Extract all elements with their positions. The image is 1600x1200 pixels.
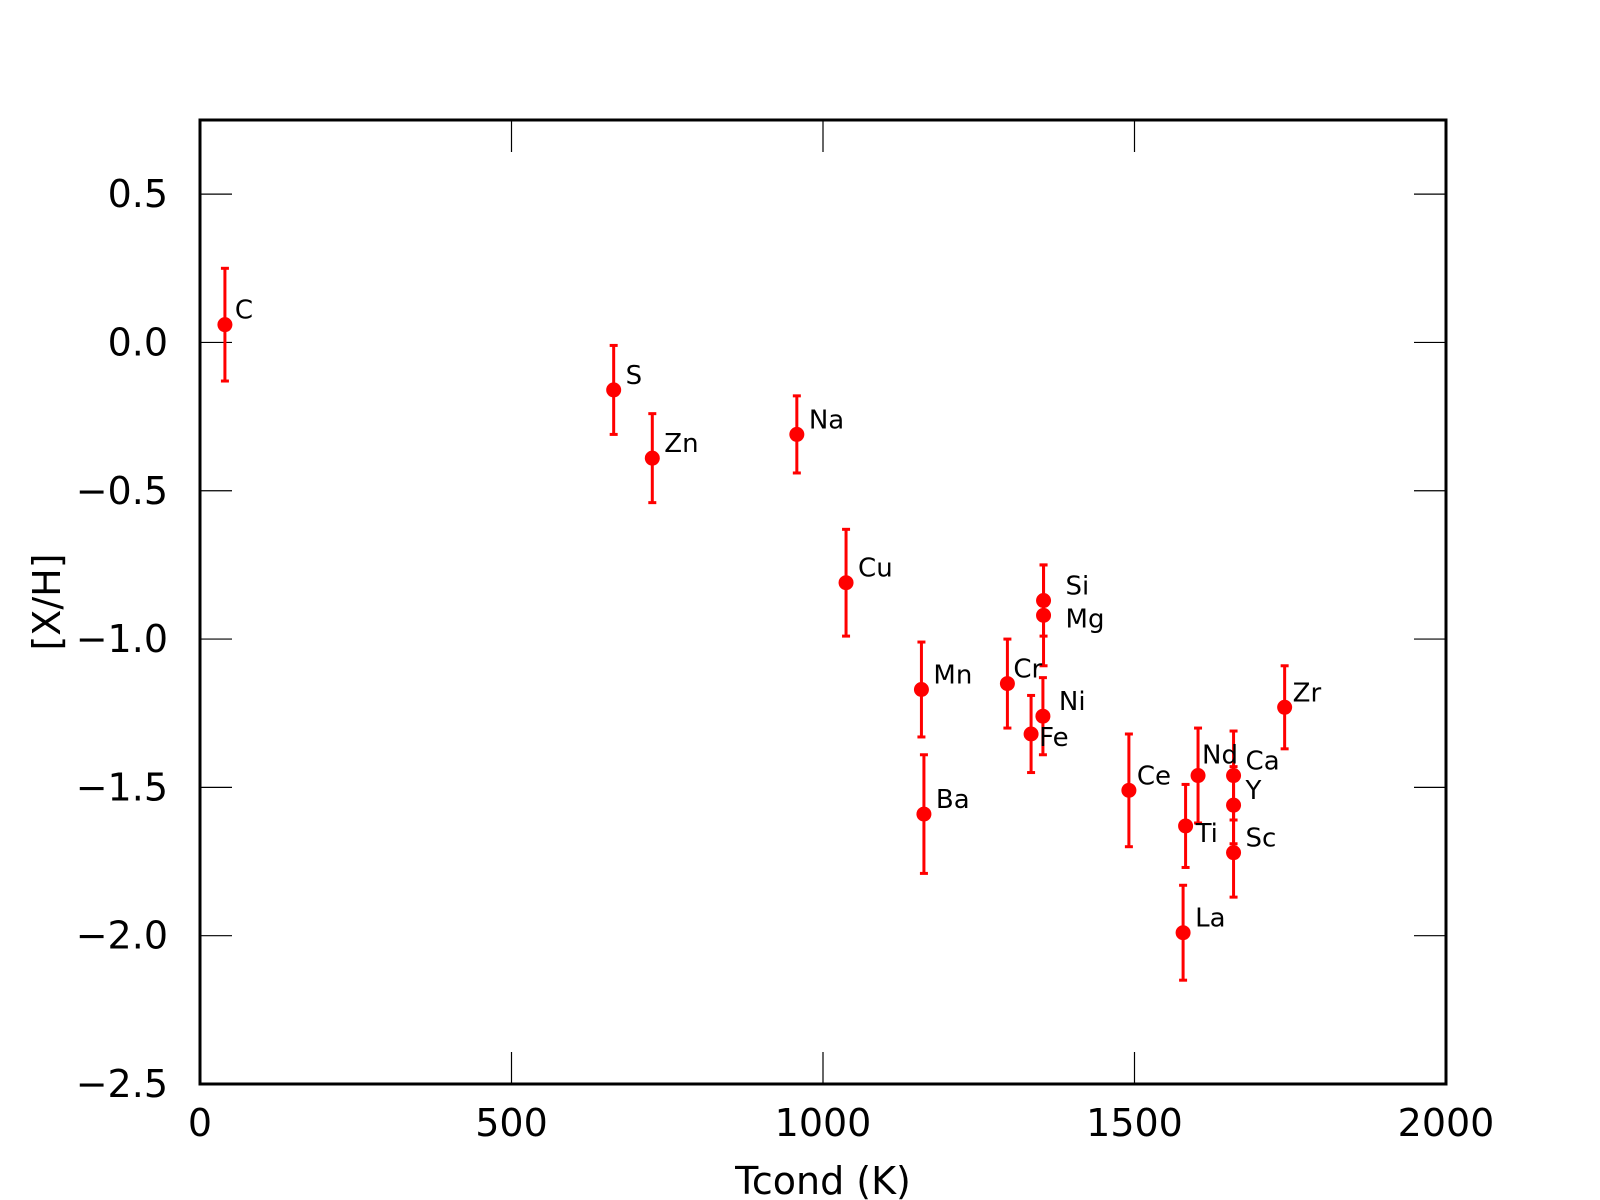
point-label: Ba — [936, 785, 970, 815]
point-label: Zn — [664, 429, 698, 459]
plot-frame — [198, 118, 1448, 1086]
data-point — [1226, 845, 1242, 861]
axis-tick-labels: 0 500 1000 1500 2000 0.5 0.0 −0.5 −1.0 −1.5 −2.0 −2… — [76, 172, 1495, 1145]
point-label: Ce — [1137, 761, 1171, 791]
data-points — [217, 317, 1293, 941]
data-point — [1190, 768, 1206, 784]
data-point — [606, 382, 622, 398]
x-axis-title: Tcond (K) — [734, 1159, 911, 1200]
data-point — [1175, 925, 1191, 941]
y-tick-label: −2.0 — [76, 914, 168, 958]
data-point — [1036, 607, 1052, 623]
data-point — [644, 450, 660, 466]
error-bars — [220, 266, 1289, 982]
data-point — [1023, 726, 1039, 742]
data-point — [1178, 818, 1194, 834]
point-label: Cu — [858, 554, 893, 584]
x-tick-label: 500 — [475, 1101, 548, 1145]
data-point — [838, 575, 854, 591]
point-label: Mn — [933, 661, 972, 691]
point-label: C — [235, 296, 253, 326]
axis-ticks — [199, 120, 1447, 1085]
point-label: Y — [1245, 776, 1262, 806]
data-point — [1277, 699, 1293, 715]
data-point — [1226, 797, 1242, 813]
point-label: Na — [809, 405, 844, 435]
data-point — [999, 676, 1015, 692]
x-tick-label: 2000 — [1398, 1101, 1495, 1145]
y-tick-label: −2.5 — [76, 1062, 168, 1106]
data-point — [1035, 708, 1051, 724]
x-tick-label: 0 — [188, 1101, 212, 1145]
point-label: Ti — [1195, 819, 1218, 849]
point-label: Cr — [1013, 655, 1042, 685]
y-tick-label: −1.0 — [76, 617, 168, 661]
point-label: Mg — [1066, 604, 1105, 634]
x-tick-label: 1500 — [1086, 1101, 1183, 1145]
point-label: Nd — [1202, 741, 1238, 771]
y-tick-label: −0.5 — [76, 469, 168, 513]
y-tick-label: 0.0 — [108, 320, 168, 364]
y-tick-label: −1.5 — [76, 765, 168, 809]
x-tick-label: 1000 — [775, 1101, 872, 1145]
point-label: Sc — [1246, 824, 1277, 854]
data-point — [913, 682, 929, 698]
data-point — [916, 806, 932, 822]
data-point — [1121, 782, 1137, 798]
y-tick-label: 0.5 — [108, 172, 168, 216]
point-label: S — [626, 361, 643, 391]
point-label: Ni — [1059, 687, 1086, 717]
point-label: Fe — [1039, 723, 1069, 753]
data-point — [217, 317, 233, 333]
data-point — [1226, 768, 1242, 784]
data-point — [789, 426, 805, 442]
point-label: La — [1195, 904, 1225, 934]
y-axis-title: [X/H] — [25, 553, 69, 650]
point-label: Zr — [1293, 678, 1322, 708]
point-label: Ca — [1246, 747, 1280, 777]
point-label: Si — [1066, 572, 1090, 602]
data-point — [1036, 593, 1052, 609]
